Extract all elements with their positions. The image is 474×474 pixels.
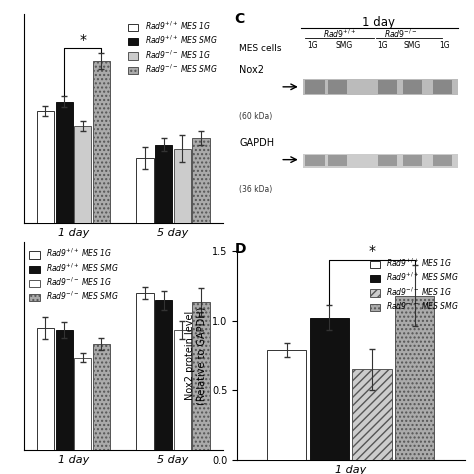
Bar [174, 330, 191, 450]
Legend: Rad9$^{+/+}$ MES 1G, Rad9$^{+/+}$ MES SMG, Rad9$^{-/-}$ MES 1G, Rad9$^{-/-}$ MES: Rad9$^{+/+}$ MES 1G, Rad9$^{+/+}$ MES SM… [27, 246, 120, 304]
Text: 1G: 1G [377, 41, 388, 50]
Bar [433, 155, 452, 166]
Bar [328, 155, 347, 166]
Bar [37, 328, 54, 450]
Bar [192, 138, 210, 223]
Text: SMG: SMG [403, 41, 421, 50]
Bar [403, 80, 422, 94]
Text: D: D [235, 242, 246, 256]
Text: $Rad9^{-/-}$: $Rad9^{-/-}$ [384, 27, 417, 40]
Bar [267, 350, 306, 460]
Text: 1G: 1G [439, 41, 449, 50]
Bar [310, 318, 349, 460]
Bar [93, 61, 110, 223]
Bar [395, 296, 434, 460]
Bar [55, 330, 73, 450]
Text: GAPDH: GAPDH [239, 138, 274, 148]
Bar [137, 158, 154, 223]
Bar [378, 80, 397, 94]
Bar [433, 80, 452, 94]
Bar [353, 369, 392, 460]
Bar [305, 155, 325, 166]
Bar [403, 155, 422, 166]
Bar [305, 80, 325, 94]
Text: SMG: SMG [335, 41, 353, 50]
Bar [174, 149, 191, 223]
Text: MES cells: MES cells [239, 44, 282, 53]
Bar [328, 80, 347, 94]
Bar [192, 302, 210, 450]
Bar [378, 155, 397, 166]
Bar [303, 79, 458, 95]
Bar [155, 301, 172, 450]
Text: $Rad9^{+/+}$: $Rad9^{+/+}$ [323, 27, 356, 40]
Bar [303, 154, 458, 168]
Text: *: * [369, 244, 375, 258]
Y-axis label: Nox2 protein level
(Relative to GAPDH): Nox2 protein level (Relative to GAPDH) [185, 306, 206, 405]
Text: C: C [235, 12, 245, 26]
Bar [37, 111, 54, 223]
Legend: Rad9$^{+/+}$ MES 1G, Rad9$^{+/+}$ MES SMG, Rad9$^{-/-}$ MES 1G, Rad9$^{-/-}$ MES: Rad9$^{+/+}$ MES 1G, Rad9$^{+/+}$ MES SM… [368, 255, 461, 313]
Text: 1 day: 1 day [362, 16, 394, 29]
Bar [137, 293, 154, 450]
Bar [55, 102, 73, 223]
Bar [74, 126, 91, 223]
Bar [93, 344, 110, 450]
Legend: Rad9$^{+/+}$ MES 1G, Rad9$^{+/+}$ MES SMG, Rad9$^{-/-}$ MES 1G, Rad9$^{-/-}$ MES: Rad9$^{+/+}$ MES 1G, Rad9$^{+/+}$ MES SM… [126, 18, 219, 76]
Text: 1G: 1G [307, 41, 318, 50]
Text: *: * [79, 33, 86, 46]
Bar [155, 145, 172, 223]
Bar [74, 357, 91, 450]
Text: (36 kDa): (36 kDa) [239, 185, 273, 194]
Text: (60 kDa): (60 kDa) [239, 112, 273, 121]
Text: Nox2: Nox2 [239, 65, 264, 75]
